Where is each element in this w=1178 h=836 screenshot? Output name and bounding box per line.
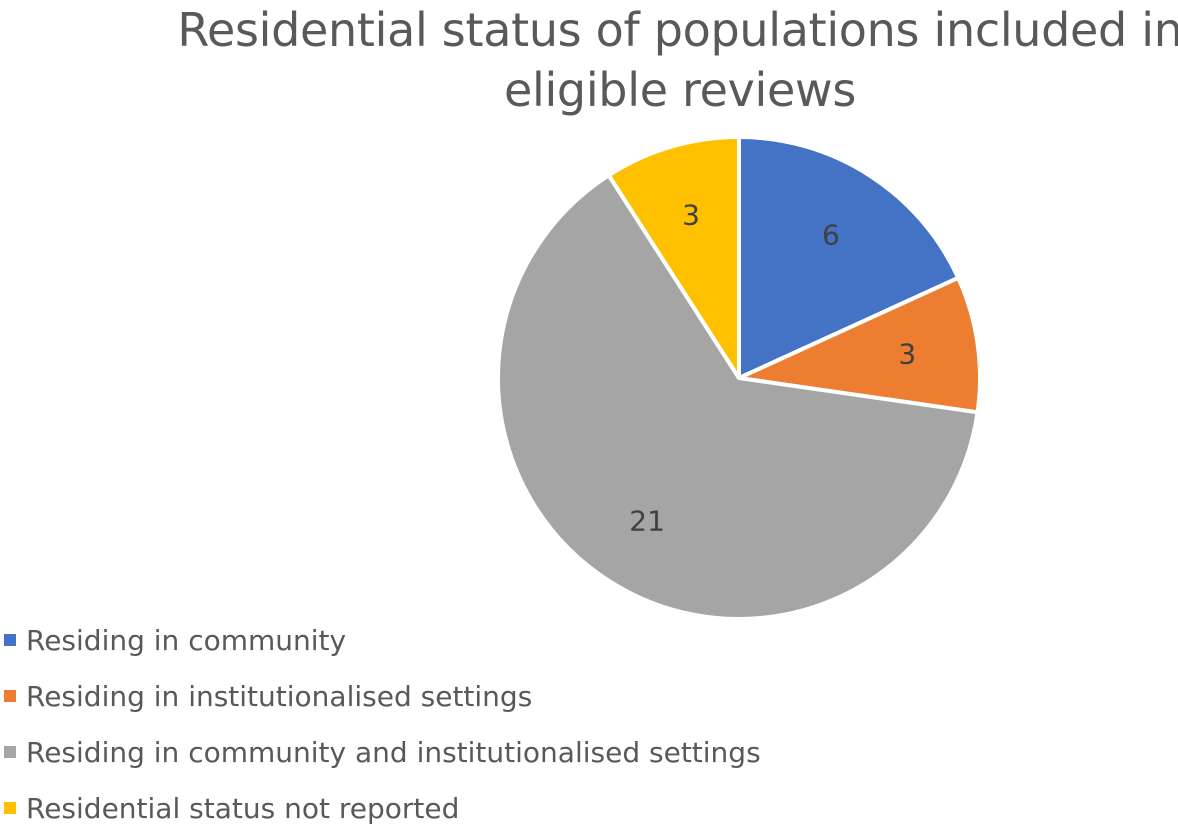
chart-title: Residential status of populations includ… (170, 0, 1178, 120)
data-label-institutionalised: 3 (898, 337, 916, 370)
pie-data-labels: 6 3 21 3 (629, 198, 916, 537)
legend-swatch-institutionalised (4, 690, 16, 702)
legend-item-community[interactable]: Residing in community (4, 612, 761, 668)
data-label-not-reported: 3 (682, 198, 700, 231)
chart-title-line-1: Residential status of populations includ… (177, 3, 1178, 57)
legend-item-not-reported[interactable]: Residential status not reported (4, 780, 761, 836)
legend-label-community-and-institutionalised: Residing in community and institutionali… (26, 735, 761, 769)
chart-title-line-2: eligible reviews (503, 63, 857, 117)
legend-label-institutionalised: Residing in institutionalised settings (26, 679, 533, 713)
legend-swatch-community (4, 634, 16, 646)
legend-item-community-and-institutionalised[interactable]: Residing in community and institutionali… (4, 724, 761, 780)
slice-institutionalised[interactable] (737, 275, 982, 415)
legend-swatch-not-reported (4, 802, 16, 814)
legend-swatch-community-and-institutionalised (4, 746, 16, 758)
slice-not-reported[interactable] (606, 135, 741, 380)
legend-item-institutionalised[interactable]: Residing in institutionalised settings (4, 668, 761, 724)
legend-label-community: Residing in community (26, 623, 347, 657)
legend-label-not-reported: Residential status not reported (26, 791, 460, 825)
data-label-community-and-institutionalised: 21 (629, 505, 665, 538)
slice-community-and-institutionalised[interactable] (496, 173, 980, 621)
legend: Residing in community Residing in instit… (4, 612, 761, 836)
pie-slices (496, 135, 982, 621)
data-label-community: 6 (822, 219, 840, 252)
slice-community[interactable] (737, 135, 961, 380)
